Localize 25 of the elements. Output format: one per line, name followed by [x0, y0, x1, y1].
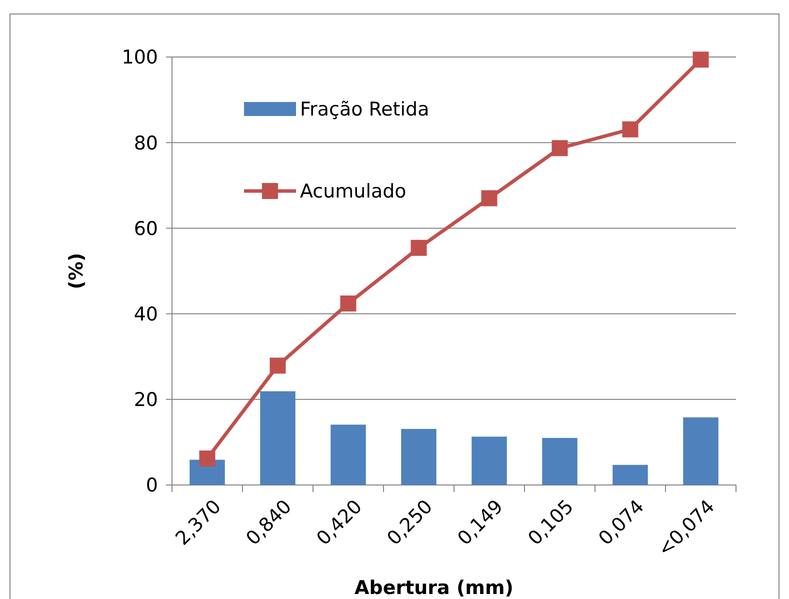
point	[622, 121, 638, 138]
bar	[401, 428, 436, 485]
bar	[472, 436, 507, 485]
y-tick-label: 0	[146, 474, 158, 497]
point	[481, 190, 498, 206]
y-tick-label: 100	[122, 46, 158, 69]
bar	[260, 391, 296, 485]
x-axis-title: Abertura (mm)	[354, 577, 514, 599]
point	[692, 52, 709, 68]
point	[552, 140, 568, 156]
y-tick-label: 60	[134, 218, 158, 240]
point	[410, 240, 427, 256]
bar	[683, 417, 718, 485]
y-axis-title: (%)	[66, 252, 88, 290]
y-tick-label: 80	[134, 132, 158, 154]
bar	[542, 438, 578, 485]
bar	[330, 424, 366, 485]
legend-label: Fração Retida	[300, 98, 430, 121]
bar	[612, 464, 648, 485]
point	[270, 358, 286, 374]
point	[340, 296, 356, 312]
point	[199, 450, 216, 466]
legend-label: Acumulado	[300, 180, 406, 203]
y-tick-label: 40	[134, 303, 158, 326]
y-tick-label: 20	[134, 389, 158, 412]
